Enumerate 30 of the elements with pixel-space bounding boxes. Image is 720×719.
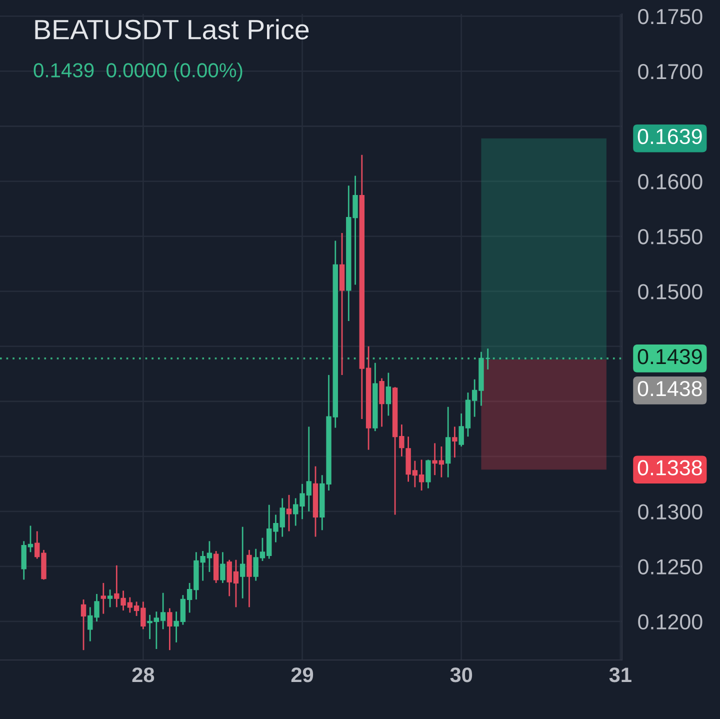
candlestick (167, 608, 172, 651)
y-tick-label: 0.1700 (638, 64, 702, 80)
candlestick (452, 426, 458, 458)
candlestick (80, 598, 86, 651)
text: 0.1439 0.0000 (0.00%) (34, 62, 242, 82)
x-tick-label: 29 (291, 667, 314, 682)
chart-title: BEATUSDT Last Price (35, 19, 309, 40)
candlestick (379, 378, 384, 428)
text: 0.1438 (638, 380, 702, 396)
y-tick-label: 0.1500 (638, 284, 702, 300)
candlestick (220, 551, 226, 584)
y-tick-label: 0.1600 (638, 174, 702, 190)
y-tick-label: 0.1750 (638, 8, 702, 24)
y-tick-label: 0.1250 (638, 559, 702, 574)
x-tick-label: 31 (609, 667, 632, 682)
y-tick-label: 0.1550 (638, 229, 702, 244)
band-label: 0.1639 (638, 128, 702, 144)
y-tick-label: 0.1300 (638, 504, 702, 520)
candlestick (107, 588, 113, 608)
candlestick (100, 582, 106, 614)
ref-line-label: 0.1439 (638, 348, 702, 364)
y-tick-label: 0.1200 (638, 614, 702, 630)
candlestick (386, 372, 392, 416)
band-label: 0.1338 (638, 460, 702, 476)
x-tick-label: 28 (132, 667, 154, 682)
candlestick (426, 459, 431, 490)
x-tick-label: 30 (450, 667, 472, 682)
candlestick (246, 549, 252, 608)
candlestick (240, 526, 246, 600)
candlestick (286, 494, 292, 532)
